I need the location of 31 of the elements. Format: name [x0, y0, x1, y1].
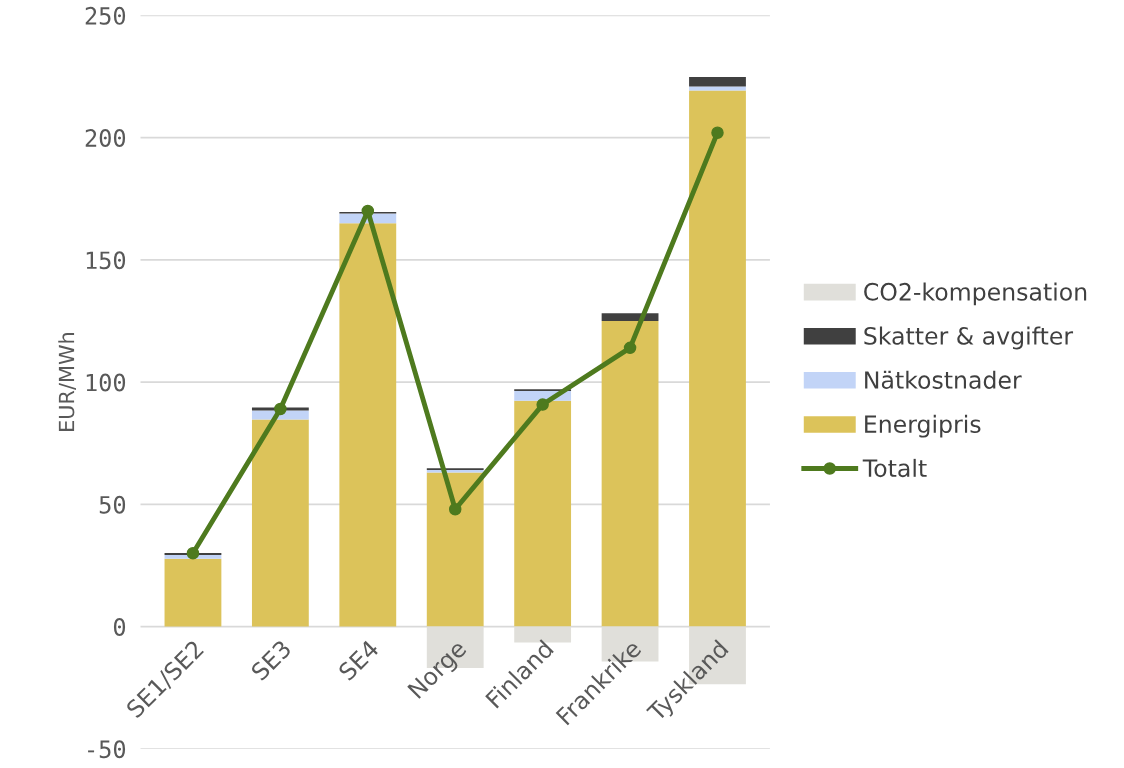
y-tick-label: 100	[86, 373, 126, 392]
legend-label: Skatter & avgifter	[864, 326, 1074, 350]
y-tick-label: 250	[85, 6, 126, 25]
bar	[601, 313, 659, 321]
bar	[689, 76, 746, 87]
bar	[251, 419, 309, 627]
point	[623, 341, 637, 355]
point	[448, 502, 462, 516]
point	[711, 126, 724, 139]
bar	[426, 472, 484, 627]
point	[186, 546, 200, 560]
y-tick-label: -50	[88, 740, 126, 759]
legend-label: Nätkostnader	[865, 370, 1022, 389]
legend-label: Totalt	[862, 458, 927, 478]
y-tick-label: 50	[99, 495, 126, 514]
y-tick-label: 200	[85, 129, 126, 147]
y-tick-label: 150	[86, 251, 126, 270]
bar	[514, 400, 572, 627]
bar	[601, 320, 659, 627]
bar	[164, 558, 222, 627]
legend-label: CO2-kompensation	[864, 282, 1087, 306]
point	[361, 204, 375, 218]
point	[274, 402, 287, 416]
y-axis-title: EUR/MWh	[58, 333, 77, 431]
legend-label: Energipris	[865, 414, 981, 438]
x-tick-label: SE3	[250, 639, 292, 682]
point	[536, 398, 549, 411]
bar	[339, 223, 397, 627]
bar	[689, 90, 746, 627]
x-tick-label: SE4	[337, 638, 380, 682]
y-tick-label: 0	[113, 618, 126, 636]
